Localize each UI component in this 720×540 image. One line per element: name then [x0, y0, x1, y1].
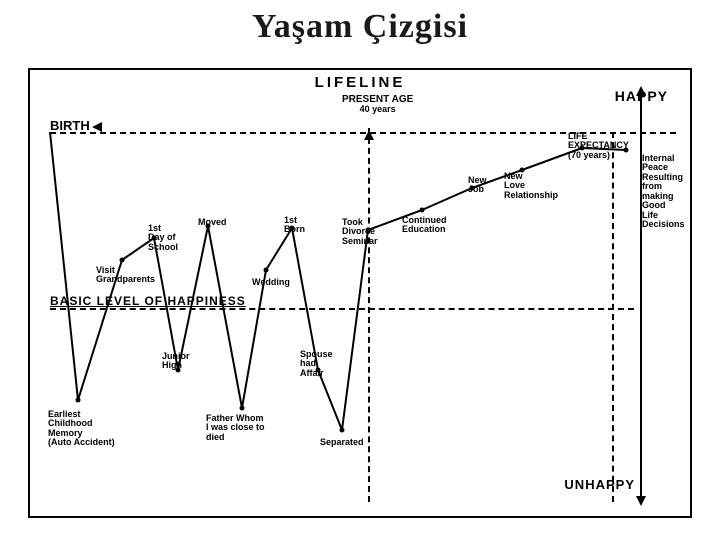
data-point: [264, 268, 269, 273]
data-point: [76, 398, 81, 403]
data-point: [240, 406, 245, 411]
event-label: New Love Relationship: [504, 172, 558, 200]
event-label: Internal Peace Resulting from making Goo…: [642, 154, 685, 230]
event-label: New Job: [468, 176, 487, 195]
data-point: [120, 258, 125, 263]
event-label: Father Whom I was close to died: [206, 414, 265, 442]
event-label: Junior High: [162, 352, 190, 371]
event-label: 1st Born: [284, 216, 305, 235]
event-label: Earliest Childhood Memory (Auto Accident…: [48, 410, 115, 448]
event-label: Took Divorce Seminar: [342, 218, 378, 246]
event-label: 1st Day of School: [148, 224, 178, 252]
event-label: Visit Grandparents: [96, 266, 155, 285]
event-label: Spouse had Affair: [300, 350, 333, 378]
event-label: Separated: [320, 438, 364, 447]
data-point: [340, 428, 345, 433]
page-title: Yaşam Çizgisi: [252, 8, 468, 46]
event-label: LIFE EXPECTANCY (70 years): [568, 132, 629, 160]
event-label: Wedding: [252, 278, 290, 287]
event-label: Moved: [198, 218, 227, 227]
event-label: Continued Education: [402, 216, 447, 235]
lifeline-chart: LIFELINE BIRTH HAPPY UNHAPPY PRESENT AGE…: [28, 68, 692, 518]
data-point: [420, 208, 425, 213]
